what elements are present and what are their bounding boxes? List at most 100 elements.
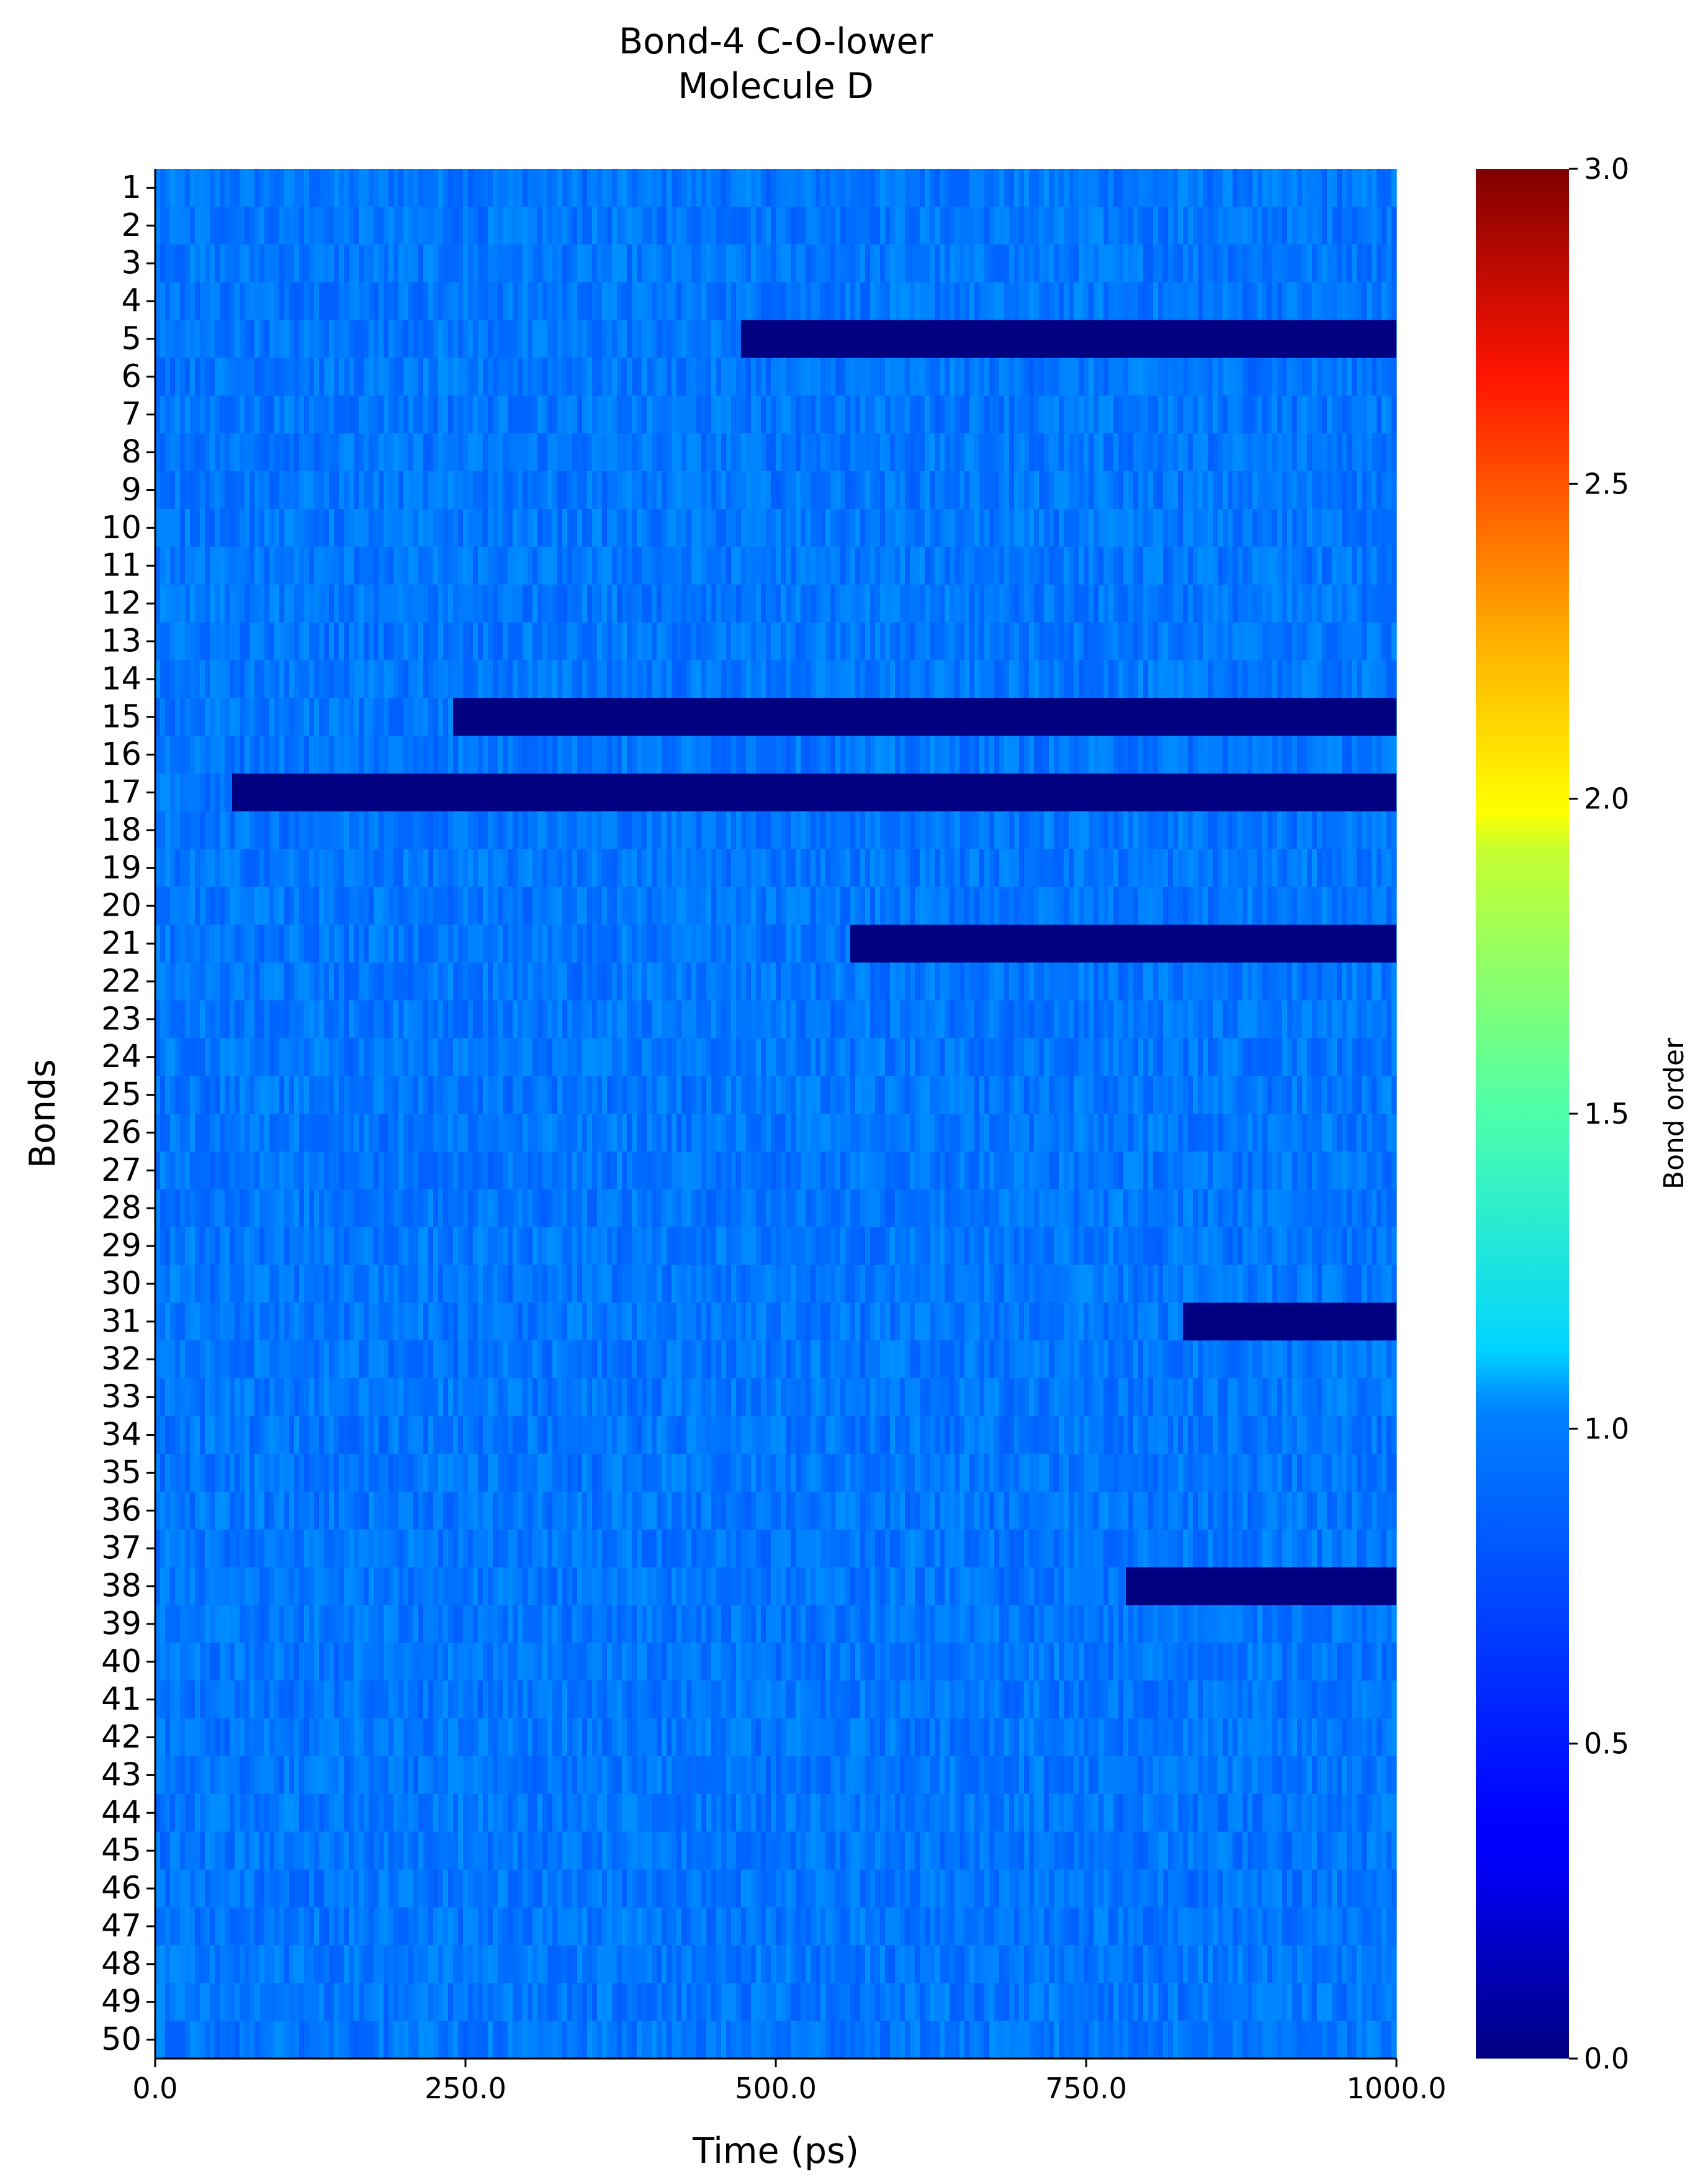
y-tick-label: 9 [122, 472, 142, 508]
heatmap-row-37 [155, 1529, 1397, 1568]
heatmap-row-39 [155, 1605, 1397, 1643]
heatmap-row-48 [155, 1945, 1397, 1983]
y-tick-label: 45 [101, 1833, 142, 1869]
colorbar-tick-label: 2.5 [1584, 467, 1629, 500]
heatmap-row-47 [155, 1907, 1397, 1946]
heatmap-row-28 [155, 1189, 1397, 1228]
heatmap-row-13 [155, 622, 1397, 661]
chart-subtitle: Molecule D [678, 66, 874, 107]
y-tick-label: 33 [101, 1379, 142, 1415]
broken-bond-segment-21 [850, 924, 1396, 963]
heatmap-row-50 [155, 2021, 1397, 2059]
heatmap-row-35 [155, 1453, 1397, 1492]
heatmap-row-10 [155, 508, 1397, 548]
y-tick-label: 13 [101, 623, 142, 660]
y-tick-label: 10 [101, 510, 142, 546]
y-tick-label: 5 [122, 320, 142, 357]
heatmap-row-19 [155, 849, 1397, 888]
y-tick-label: 44 [101, 1795, 142, 1831]
colorbar-tick-label: 0.0 [1584, 2042, 1629, 2075]
colorbar-label: Bond order [1658, 1037, 1690, 1189]
x-tick-label: 500.0 [735, 2072, 817, 2105]
y-tick-label: 3 [122, 245, 142, 282]
heatmap-row-42 [155, 1718, 1397, 1757]
broken-bond-segment-38 [1126, 1567, 1396, 1605]
colorbar-tick-label: 2.0 [1584, 782, 1629, 816]
heatmap-row-45 [155, 1831, 1397, 1870]
heatmap-row-40 [155, 1643, 1397, 1681]
y-tick-label: 50 [101, 2021, 142, 2058]
y-tick-label: 1 [122, 169, 142, 206]
y-tick-label: 27 [101, 1152, 142, 1189]
heatmap-row-34 [155, 1416, 1397, 1455]
y-tick-label: 11 [101, 548, 142, 584]
colorbar-tick-label: 3.0 [1584, 152, 1629, 186]
heatmap-row-6 [155, 358, 1397, 396]
y-axis-label: Bonds [22, 1059, 63, 1168]
y-tick-label: 26 [101, 1114, 142, 1151]
heatmap-row-44 [155, 1793, 1397, 1833]
heatmap-row-9 [155, 471, 1397, 510]
heatmap-row-7 [155, 395, 1397, 434]
heatmap-row-22 [155, 962, 1397, 1001]
y-tick-label: 48 [101, 1946, 142, 1982]
heatmap-row-3 [155, 244, 1397, 283]
heatmap-row-46 [155, 1869, 1397, 1908]
heatmap-row-36 [155, 1491, 1397, 1530]
broken-bond-segment-31 [1183, 1302, 1396, 1341]
y-tick-label: 21 [101, 926, 142, 962]
heatmap-row-27 [155, 1151, 1397, 1190]
heatmap-row-49 [155, 1983, 1397, 2021]
y-tick-label: 36 [101, 1492, 142, 1529]
heatmap-row-23 [155, 1000, 1397, 1039]
y-tick-label: 18 [101, 812, 142, 849]
y-tick-label: 12 [101, 585, 142, 622]
heatmap-row-43 [155, 1756, 1397, 1795]
broken-bond-segment-15 [453, 698, 1396, 736]
y-tick-label: 42 [101, 1719, 142, 1756]
colorbar-tick-label: 1.5 [1584, 1097, 1629, 1130]
colorbar-gradient [1476, 169, 1569, 2059]
x-axis-label: Time (ps) [692, 2131, 859, 2172]
y-tick-label: 15 [101, 698, 142, 735]
heatmap-row-30 [155, 1265, 1397, 1303]
y-tick-label: 38 [101, 1568, 142, 1605]
y-tick-label: 19 [101, 850, 142, 886]
heatmap-row-25 [155, 1076, 1397, 1114]
y-tick-label: 23 [101, 1001, 142, 1037]
y-tick-label: 7 [122, 396, 142, 433]
y-tick-label: 24 [101, 1039, 142, 1075]
heatmap-row-20 [155, 886, 1397, 926]
y-tick-label: 29 [101, 1228, 142, 1265]
heatmap-row-2 [155, 206, 1397, 245]
y-tick-label: 2 [122, 207, 142, 244]
x-tick-label: 750.0 [1045, 2072, 1127, 2105]
y-tick-label: 20 [101, 888, 142, 924]
heatmap-row-11 [155, 546, 1397, 585]
y-tick-label: 31 [101, 1303, 142, 1340]
y-tick-label: 35 [101, 1455, 142, 1491]
heatmap-row-29 [155, 1227, 1397, 1266]
y-tick-label: 47 [101, 1908, 142, 1944]
broken-bond-segment-5 [741, 320, 1396, 358]
heatmap-row-14 [155, 660, 1397, 698]
colorbar-tick-label: 1.0 [1584, 1412, 1629, 1445]
heatmap-row-16 [155, 736, 1397, 774]
y-tick-label: 49 [101, 1983, 142, 2020]
y-tick-label: 46 [101, 1870, 142, 1907]
heatmap-row-24 [155, 1038, 1397, 1076]
heatmap-row-32 [155, 1340, 1397, 1379]
heatmap-row-18 [155, 811, 1397, 850]
heatmap-row-4 [155, 282, 1397, 321]
y-tick-label: 14 [101, 661, 142, 697]
colorbar-tick-label: 0.5 [1584, 1727, 1629, 1761]
heatmap-row-41 [155, 1680, 1397, 1719]
y-tick-label: 43 [101, 1757, 142, 1793]
colorbar: 0.0 0.5 1.0 1.5 2.0 2.5 3.0 Bond order [1476, 152, 1690, 2075]
chart-title: Bond-4 C-O-lower [618, 21, 933, 62]
y-tick-label: 30 [101, 1265, 142, 1302]
axes: 1234567891011121314151617181920212223242… [22, 169, 1446, 2172]
y-tick-label: 34 [101, 1417, 142, 1453]
x-tick-label: 250.0 [425, 2072, 506, 2105]
y-tick-label: 37 [101, 1530, 142, 1567]
